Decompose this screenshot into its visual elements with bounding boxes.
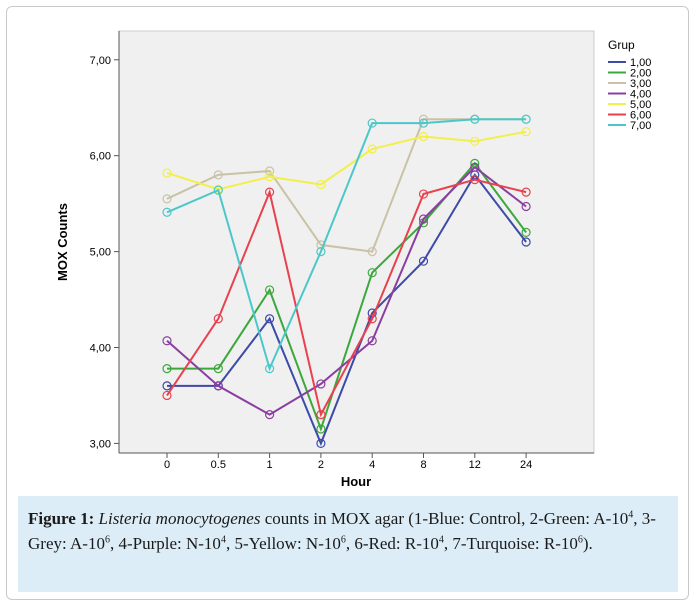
x-tick-label: 0.5 — [211, 459, 226, 471]
caption-exponent: 6 — [340, 534, 346, 546]
caption-species: Listeria monocytogenes — [98, 509, 261, 528]
legend-label: 2,00 — [630, 68, 651, 80]
y-tick-label: 4,00 — [90, 343, 111, 355]
data-point — [316, 240, 326, 250]
data-point — [265, 187, 275, 197]
series-line — [166, 118, 527, 372]
data-point — [265, 314, 275, 324]
data-point — [162, 381, 172, 391]
data-point — [521, 201, 531, 212]
caption-exponent: 4 — [220, 534, 226, 546]
data-point — [418, 214, 429, 224]
x-tick-label: 8 — [420, 459, 426, 471]
data-point — [418, 131, 429, 142]
caption-text: counts in MOX agar (1-Blue: Control, 2-G… — [260, 509, 629, 528]
data-point — [265, 285, 275, 295]
x-tick-label: 12 — [469, 459, 481, 471]
data-point — [367, 268, 377, 278]
data-point — [265, 166, 275, 176]
series-line — [166, 165, 527, 416]
series-line — [166, 178, 527, 418]
data-point — [470, 175, 480, 185]
data-point — [316, 246, 326, 257]
y-tick-label: 5,00 — [90, 247, 111, 259]
data-point — [162, 168, 172, 178]
legend-label: 7,00 — [630, 120, 651, 132]
series-line — [167, 161, 527, 433]
x-tick-label: 24 — [520, 459, 532, 471]
legend-label: 4,00 — [630, 89, 651, 101]
data-point — [470, 162, 480, 172]
y-tick-label: 7,00 — [90, 55, 111, 67]
plot-area — [118, 30, 595, 454]
data-point — [367, 118, 377, 128]
data-point — [367, 144, 377, 154]
data-point — [162, 194, 172, 204]
data-point — [162, 336, 172, 346]
caption-text: , 5-Yellow: N-10 — [225, 534, 341, 553]
caption-text: , 3-Grey: A-10 — [28, 509, 656, 553]
data-point — [162, 207, 172, 217]
data-point — [316, 438, 326, 449]
series-line — [166, 130, 527, 191]
data-point — [521, 114, 531, 124]
caption-text: , 6-Red: R-10 — [345, 534, 439, 553]
data-point — [418, 118, 429, 128]
legend-title: Grup — [608, 38, 635, 52]
data-point — [265, 172, 275, 182]
caption-exponent: 4 — [628, 509, 634, 521]
caption-text: ). — [582, 534, 593, 553]
caption-label: Figure 1: — [28, 509, 95, 528]
data-point — [367, 336, 377, 346]
data-point — [162, 390, 172, 401]
data-point — [213, 170, 223, 180]
data-point — [521, 237, 531, 247]
data-point — [213, 381, 223, 391]
data-point — [213, 185, 223, 195]
series-line — [167, 173, 527, 447]
data-point — [367, 246, 377, 257]
y-axis-label: MOX Counts — [55, 203, 70, 281]
data-point — [316, 410, 326, 420]
legend-label: 5,00 — [630, 99, 651, 111]
x-tick-label: 1 — [267, 459, 273, 471]
data-point — [521, 227, 531, 238]
legend-label: 3,00 — [630, 78, 651, 90]
x-tick-label: 4 — [369, 459, 375, 471]
data-point — [316, 424, 326, 434]
caption-exponent: 4 — [438, 534, 444, 546]
series-6 — [162, 175, 531, 420]
series-7 — [162, 114, 531, 374]
data-point — [265, 364, 275, 374]
caption-exponent: 6 — [104, 534, 110, 546]
y-tick-label: 6,00 — [90, 151, 111, 163]
legend-label: 6,00 — [630, 110, 651, 122]
data-point — [521, 187, 531, 197]
x-tick-label: 2 — [318, 459, 324, 471]
y-tick-label: 3,00 — [90, 438, 111, 450]
x-tick-label: 0 — [164, 459, 170, 471]
data-point — [470, 136, 480, 146]
caption-text: , 4-Purple: N-10 — [109, 534, 221, 553]
data-point — [418, 256, 429, 266]
caption-exponent: 6 — [577, 534, 583, 546]
data-point — [367, 314, 377, 324]
data-point — [213, 364, 223, 374]
data-point — [162, 364, 172, 374]
series-4 — [162, 162, 531, 420]
data-point — [418, 189, 429, 199]
data-point — [521, 127, 531, 137]
data-point — [316, 179, 326, 190]
data-point — [265, 410, 275, 420]
data-point — [470, 114, 480, 124]
data-point — [316, 379, 326, 389]
figure-caption: Figure 1: Listeria monocytogenes counts … — [18, 496, 678, 592]
x-axis-label: Hour — [341, 474, 371, 489]
data-point — [213, 314, 223, 324]
caption-text: , 7-Turquoise: R-10 — [443, 534, 578, 553]
legend-label: 1,00 — [630, 57, 651, 69]
